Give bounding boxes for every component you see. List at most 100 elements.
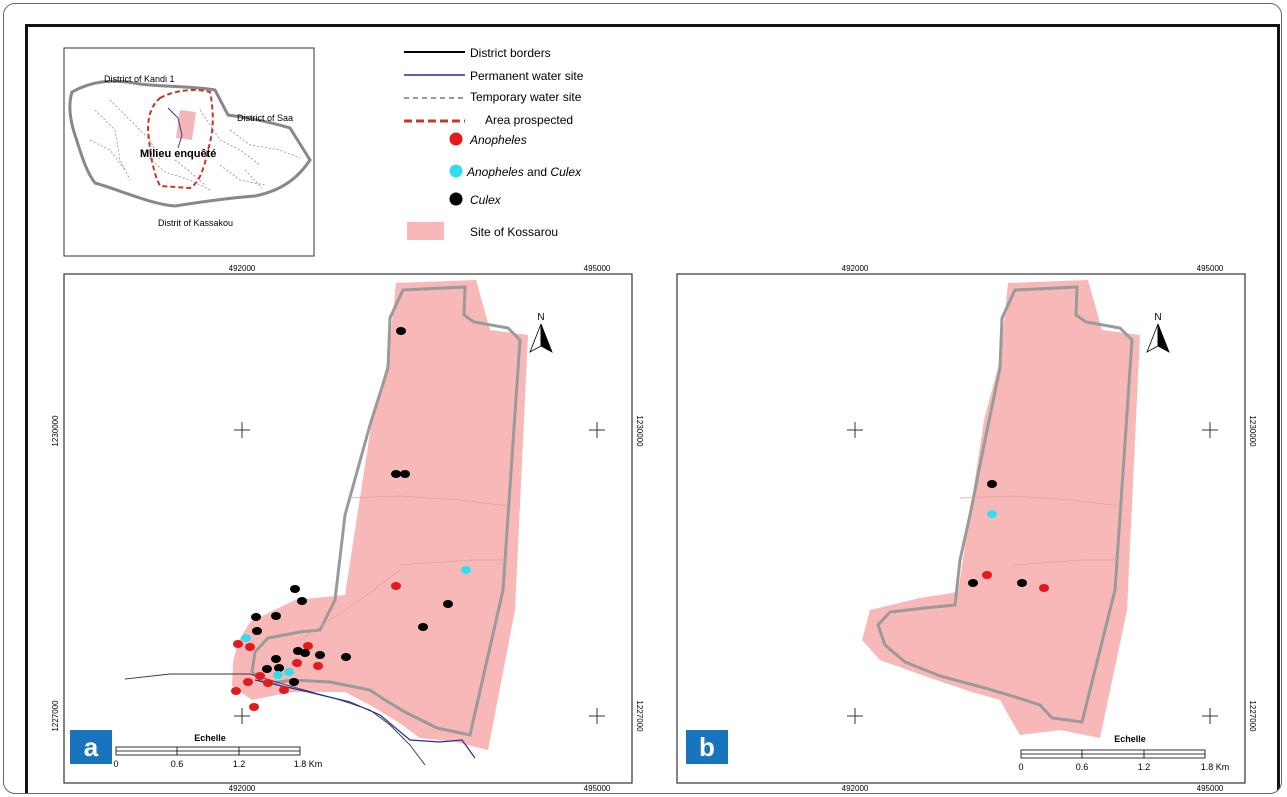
legend-culex: Culex <box>470 193 502 207</box>
inset-outline <box>68 79 312 208</box>
anopheles-site-marker <box>233 640 243 648</box>
map-a-faint-tracks <box>299 495 509 641</box>
map-b-scale-bar: Echelle 0 0.6 1.2 1.8 Km <box>1018 734 1229 772</box>
legend-permanent-water: Permanent water site <box>470 69 584 83</box>
legend-mixed-dot <box>449 164 463 178</box>
culex-site-marker <box>987 480 997 488</box>
legend-site: Site of Kossarou <box>470 225 558 239</box>
legend-mixed: Anopheles and Culex <box>466 165 582 179</box>
inset-permanent-water <box>167 107 183 149</box>
anopheles-site-marker <box>249 703 259 711</box>
map-b-north-arrow: N <box>1146 312 1170 353</box>
map-a-scale-0: 0 <box>113 759 118 769</box>
inset-label-saa: District of Saa <box>237 113 293 123</box>
map-b-x-top-right: 495000 <box>1197 264 1224 273</box>
map-a-scale-18: 1.8 Km <box>294 759 323 769</box>
culex-site-marker <box>251 613 261 621</box>
map-a-north-arrow: N <box>529 312 553 353</box>
map-a-north-arrow-right <box>540 323 553 353</box>
culex-site-marker <box>391 470 401 478</box>
map-a-district-border <box>250 285 522 737</box>
legend-anopheles: Anopheles <box>469 133 527 147</box>
map-b-badge: b <box>686 730 728 764</box>
map-a-sample-sites <box>231 327 471 711</box>
map-a-scale-12: 1.2 <box>233 759 246 769</box>
area-prospected-outline <box>146 89 214 190</box>
culex-site-marker <box>968 579 978 587</box>
figure-panel <box>25 24 1280 793</box>
anopheles-site-marker <box>292 659 302 667</box>
anopheles-site-marker <box>279 686 289 694</box>
culex-site-marker <box>341 653 351 661</box>
map-b-scale-06: 0.6 <box>1076 762 1089 772</box>
anopheles-site-marker <box>982 571 992 579</box>
culex-site-marker <box>297 597 307 605</box>
culex-site-marker <box>262 665 272 673</box>
legend-anopheles-dot <box>449 132 463 146</box>
inset-map: District of Kandi 1 District of Saa Dist… <box>63 47 315 257</box>
culex-site-marker <box>252 627 262 635</box>
mixed-site-marker <box>284 668 294 676</box>
map-a-y-right-top: 1230000 <box>635 415 644 447</box>
map-b-y-right-top: 1230000 <box>1248 415 1257 447</box>
map-b-scale-0: 0 <box>1018 762 1023 772</box>
legend-mixed-anopheles: Anopheles <box>466 165 524 179</box>
map-a-y-left-top: 1230000 <box>51 415 60 447</box>
map-a-scale-06: 0.6 <box>171 759 184 769</box>
mixed-site-marker <box>273 671 283 679</box>
map-a: 492000 495000 492000 495000 1230000 1227… <box>51 264 644 793</box>
map-a-scale-bar: Echelle 0 0.6 1.2 1.8 Km <box>113 733 322 769</box>
map-a-permanent-water <box>254 679 476 759</box>
inset-label-center: Milieu enquêté <box>140 148 216 160</box>
legend-site-swatch <box>407 222 444 240</box>
mixed-site-marker <box>461 566 471 574</box>
map-b-y-right-bottom: 1227000 <box>1248 700 1257 732</box>
mixed-site-marker <box>987 510 997 518</box>
anopheles-site-marker <box>263 679 273 687</box>
culex-site-marker <box>400 470 410 478</box>
map-b-scale-12: 1.2 <box>1138 762 1151 772</box>
culex-site-marker <box>300 649 310 657</box>
map-b-scale-title: Echelle <box>1114 734 1146 744</box>
culex-site-marker <box>443 600 453 608</box>
map-a-grid-crosses <box>234 422 605 724</box>
map-a-x-top-left: 492000 <box>229 264 256 273</box>
map-b-north-arrow-right <box>1157 323 1170 353</box>
map-b-scale-divisions <box>1021 750 1205 758</box>
map-b-district-border <box>876 285 1134 724</box>
map-b-scale-18: 1.8 Km <box>1201 762 1230 772</box>
culex-site-marker <box>396 327 406 335</box>
legend-mixed-culex: Culex <box>550 165 582 179</box>
map-b-site-kossarou <box>862 280 1140 738</box>
map-b-x-top-left: 492000 <box>842 264 869 273</box>
culex-site-marker <box>274 664 284 672</box>
legend-culex-dot <box>449 192 463 206</box>
legend-mixed-and: and <box>524 165 551 179</box>
culex-site-marker <box>1017 579 1027 587</box>
map-a-scale-divisions <box>116 747 300 755</box>
map-b-sample-sites <box>968 480 1049 592</box>
map-b: 492000 495000 492000 495000 1230000 1227… <box>676 264 1257 793</box>
map-b-frame <box>676 273 1246 784</box>
figure-frame <box>3 3 1282 794</box>
anopheles-site-marker <box>303 642 313 650</box>
culex-site-marker <box>290 585 300 593</box>
mixed-site-marker <box>241 634 251 642</box>
map-b-north-label: N <box>1154 312 1161 323</box>
map-a-badge: a <box>70 730 112 764</box>
map-a-y-left-bottom: 1227000 <box>51 700 60 732</box>
map-a-x-top-right: 495000 <box>584 264 611 273</box>
map-a-north-label: N <box>537 312 544 323</box>
anopheles-site-marker <box>313 662 323 670</box>
anopheles-site-marker <box>255 672 265 680</box>
anopheles-site-marker <box>391 582 401 590</box>
map-b-faint-tracks <box>959 495 1121 566</box>
culex-site-marker <box>289 678 299 686</box>
anopheles-site-marker <box>231 687 241 695</box>
anopheles-site-marker <box>243 678 253 686</box>
legend-area-prospected: Area prospected <box>485 113 573 127</box>
map-a-y-right-bottom: 1227000 <box>635 700 644 732</box>
legend-temporary-water: Temporary water site <box>470 90 582 104</box>
legend-district-borders: District borders <box>470 46 551 60</box>
